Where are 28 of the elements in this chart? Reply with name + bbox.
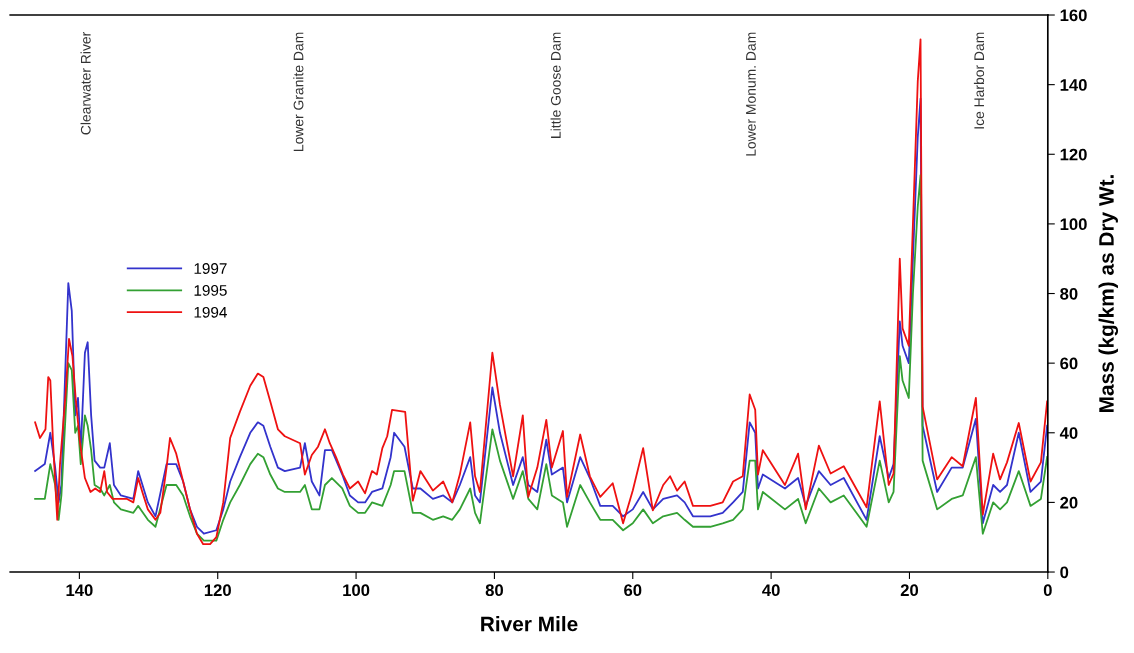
y-tick-label: 0 [1060, 566, 1069, 579]
y-axis-title: Mass (kg/km) as Dry Wt. [1098, 175, 1119, 412]
line-series [34, 174, 1048, 542]
y-tick-label: 60 [1060, 357, 1078, 370]
legend-label: 1997 [194, 263, 227, 274]
annotation: Clearwater River [80, 31, 91, 135]
y-tick-label: 80 [1060, 287, 1078, 300]
annotation: Little Goose Dam [550, 32, 561, 138]
x-tick-label: 20 [900, 584, 919, 597]
y-tick-label: 20 [1060, 496, 1078, 509]
y-tick-label: 100 [1060, 218, 1087, 231]
x-axis-title: River Mile [481, 616, 578, 632]
x-tick-label: 100 [343, 584, 370, 597]
y-tick-label: 40 [1059, 427, 1078, 439]
legend-label: 1994 [194, 306, 227, 318]
annotation: Ice Harbor Dam [973, 32, 985, 129]
x-tick-label: 40 [762, 584, 780, 597]
y-tick-label: 140 [1060, 79, 1087, 91]
x-tick-label: 80 [485, 584, 504, 597]
annotation: Lower Monum. Dam [746, 32, 756, 156]
x-tick-label: 60 [624, 584, 642, 597]
y-tick-label: 120 [1060, 148, 1087, 161]
y-tick-label: 160 [1060, 9, 1087, 22]
legend-label: 1995 [194, 285, 227, 296]
annotation: Lower Granite Dam [293, 32, 304, 151]
x-tick-label: 0 [1043, 584, 1052, 597]
x-tick-label: 140 [66, 584, 93, 597]
x-tick-label: 120 [204, 584, 231, 597]
